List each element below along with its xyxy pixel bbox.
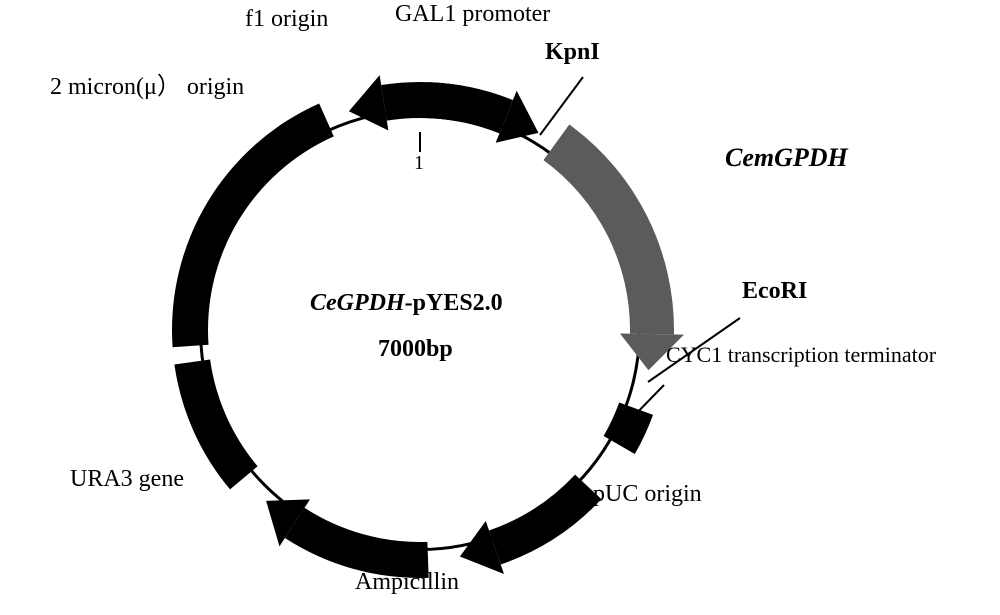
feature-puc [460, 475, 601, 574]
center-title-suffix: -pYES2.0 [405, 290, 503, 316]
label-f1: f1 origin [245, 6, 328, 32]
position-1-label: 1 [414, 152, 424, 174]
center-title-italic: CeGPDH [310, 290, 405, 316]
feature-amp [266, 499, 429, 578]
label-amp: Ampicillin [355, 569, 459, 595]
label-puc: pUC origin [593, 481, 702, 507]
feature-ura3 [174, 360, 257, 490]
feature-cyc1 [604, 385, 664, 454]
plasmid-map: CeGPDH-pYES2.0 7000bp 1 GAL1 promoter Kpn… [0, 0, 1000, 615]
label-ecori: EcoRI [742, 278, 807, 304]
feature-f1 [349, 75, 463, 130]
feature-kpni [540, 77, 583, 135]
label-ura3: URA3 gene [70, 466, 184, 492]
label-insert: CemGPDH [725, 144, 848, 173]
label-cyc1: CYC1 transcription terminator [666, 343, 936, 367]
feature-insert [543, 125, 684, 371]
label-kpni: KpnI [545, 39, 600, 65]
plasmid-name: CeGPDH-pYES2.0 [310, 290, 503, 316]
label-2mu: 2 micron(μ） origin [50, 74, 244, 100]
label-gal1: GAL1 promoter [395, 1, 550, 27]
plasmid-size: 7000bp [378, 336, 453, 362]
